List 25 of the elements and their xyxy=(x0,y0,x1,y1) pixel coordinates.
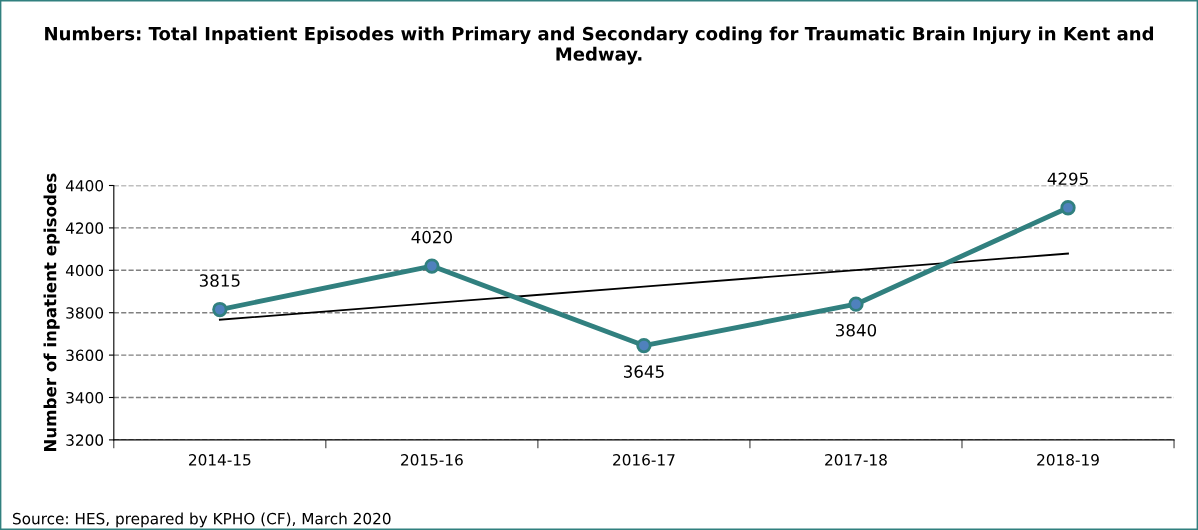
x-tick-label: 2014-15 xyxy=(189,454,251,466)
x-tick-label: 2017-18 xyxy=(825,454,887,466)
point xyxy=(424,258,440,274)
y-axis-title: Number of inpatient episodes xyxy=(43,173,60,452)
point xyxy=(212,301,228,318)
data-label: 3840 xyxy=(836,323,877,337)
point xyxy=(848,296,864,312)
chart-title: Numbers: Total Inpatient Episodes with Primary and Secondary coding for Traumatic Brain Injury in Kent and Medway. xyxy=(45,26,1154,65)
x-tick-label: 2018-19 xyxy=(1037,454,1099,466)
source-note: Source: HES, prepared by KPHO (CF), March 2020 xyxy=(12,512,391,528)
y-tick-label: 3200 xyxy=(66,434,104,446)
data-label: 4295 xyxy=(1047,172,1088,186)
data-label: 3815 xyxy=(199,274,240,287)
data-label: 4020 xyxy=(411,230,452,244)
y-tick-label: 4000 xyxy=(65,264,104,277)
x-tick-label: 2015-16 xyxy=(401,454,463,466)
y-tick-label: 4400 xyxy=(65,179,104,192)
point xyxy=(1060,200,1076,216)
data-label: 3645 xyxy=(623,365,664,378)
y-tick-label: 3400 xyxy=(66,391,104,404)
x-tick-label: 2016-17 xyxy=(613,454,675,466)
y-tick-label: 4200 xyxy=(65,222,104,234)
y-tick-label: 3600 xyxy=(66,349,104,362)
point xyxy=(636,337,652,354)
y-tick-label: 3800 xyxy=(66,307,104,319)
